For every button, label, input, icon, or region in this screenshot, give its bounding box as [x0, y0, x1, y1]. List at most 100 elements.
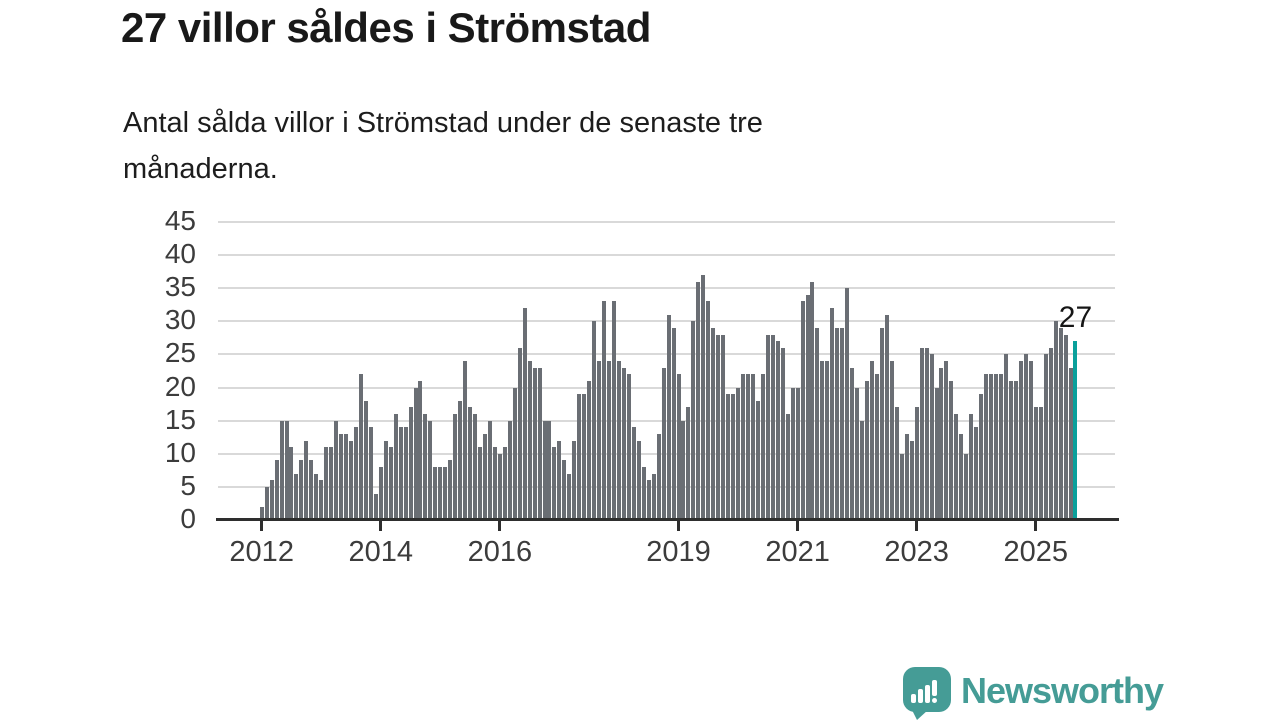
- x-tick-label: 2016: [467, 536, 533, 568]
- bar: [1053, 321, 1058, 520]
- bar: [1043, 354, 1048, 520]
- bar: [765, 334, 770, 520]
- bar: [736, 387, 741, 520]
- bar: [949, 380, 954, 520]
- bar: [532, 367, 537, 520]
- bar: [383, 440, 388, 520]
- bar: [929, 354, 934, 520]
- bar: [696, 281, 701, 520]
- bar: [388, 447, 393, 520]
- bar: [274, 460, 279, 520]
- bar: [527, 361, 532, 520]
- bar: [294, 473, 299, 520]
- bar: [567, 473, 572, 520]
- speech-bubble-tail: [912, 710, 928, 720]
- x-tick-mark: [796, 520, 800, 531]
- bar: [716, 334, 721, 520]
- y-tick-label: 0: [180, 503, 196, 534]
- bar: [835, 327, 840, 520]
- bar: [909, 440, 914, 520]
- value-annotation: 27: [1058, 301, 1093, 335]
- gridline: [218, 485, 1115, 488]
- bar: [760, 374, 765, 520]
- bar: [512, 387, 517, 520]
- subtitle-line-1: Antal sålda villor i Strömstad under de …: [123, 107, 763, 139]
- bar: [939, 367, 944, 520]
- bar: [572, 440, 577, 520]
- bar: [656, 433, 661, 520]
- gridline: [218, 320, 1115, 323]
- bar: [845, 288, 850, 520]
- bar: [636, 440, 641, 520]
- bar: [681, 420, 686, 520]
- bar: [726, 394, 731, 520]
- bar: [279, 420, 284, 520]
- bar: [825, 361, 830, 520]
- bar: [592, 321, 597, 520]
- x-tick-label: 2014: [348, 536, 414, 568]
- bar: [259, 506, 264, 520]
- highlighted-bar: [1073, 341, 1078, 520]
- bar: [755, 400, 760, 520]
- bar: [1038, 407, 1043, 520]
- bar: [522, 308, 527, 520]
- bar: [979, 394, 984, 520]
- bar: [616, 361, 621, 520]
- bar: [879, 327, 884, 520]
- bar: [671, 327, 676, 520]
- bar: [676, 374, 681, 520]
- bar: [646, 480, 651, 520]
- bar: [289, 447, 294, 520]
- bar: [329, 447, 334, 520]
- bar: [870, 361, 875, 520]
- bar: [741, 374, 745, 520]
- bar: [597, 361, 602, 520]
- bar: [423, 414, 428, 520]
- chart-subtitle: Antal sålda villor i Strömstad under de …: [123, 100, 763, 192]
- y-tick-label: 20: [164, 370, 196, 402]
- y-tick-label: 10: [164, 436, 196, 468]
- bar: [269, 480, 274, 520]
- newsworthy-logo: Newsworthy: [903, 667, 1164, 720]
- bar: [264, 486, 269, 520]
- bar: [428, 420, 433, 520]
- bar: [874, 374, 879, 520]
- y-tick-label: 35: [164, 271, 196, 303]
- bar: [304, 440, 309, 520]
- gridline: [218, 386, 1115, 389]
- bar: [299, 460, 304, 520]
- bar: [865, 380, 870, 520]
- bar: [363, 400, 368, 520]
- bar: [537, 367, 542, 520]
- bar: [899, 453, 904, 520]
- bar: [319, 480, 324, 520]
- bar: [353, 427, 358, 520]
- bar: [487, 420, 492, 520]
- bar: [393, 414, 398, 520]
- x-tick-label: 2019: [646, 536, 711, 568]
- bar: [334, 420, 339, 520]
- x-tick-label: 2012: [229, 536, 294, 568]
- logo-speech-bubble-icon: [903, 667, 951, 720]
- bar: [919, 347, 924, 520]
- bar: [790, 387, 795, 520]
- y-tick-label: 45: [164, 205, 196, 236]
- bar: [497, 453, 502, 520]
- bar: [840, 327, 845, 520]
- gridline: [218, 353, 1115, 356]
- y-tick-label: 25: [164, 337, 196, 369]
- subtitle-line-2: månaderna.: [123, 153, 278, 185]
- bar: [398, 427, 403, 520]
- bar: [954, 414, 959, 520]
- bar: [373, 493, 378, 520]
- x-tick-mark: [1034, 520, 1038, 531]
- bar: [314, 473, 319, 520]
- bar: [458, 400, 463, 520]
- bar-chart-exclamation-icon: [911, 680, 937, 703]
- gridline: [218, 221, 1115, 223]
- bar: [969, 414, 974, 520]
- bar: [686, 407, 691, 520]
- bar: [453, 414, 458, 520]
- bar: [706, 301, 711, 520]
